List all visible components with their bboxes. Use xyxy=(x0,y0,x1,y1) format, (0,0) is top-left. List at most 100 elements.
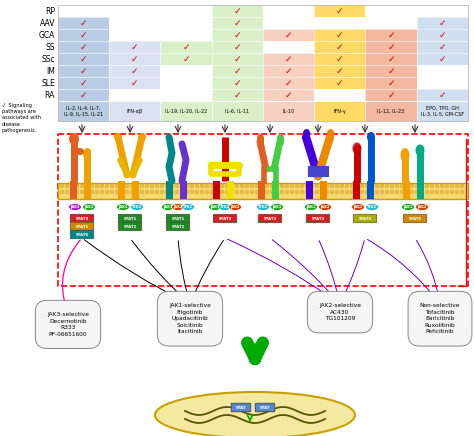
Circle shape xyxy=(400,184,404,188)
Text: ✓: ✓ xyxy=(131,78,138,88)
Text: RP: RP xyxy=(45,7,55,16)
Circle shape xyxy=(205,184,209,188)
FancyBboxPatch shape xyxy=(118,222,142,231)
Text: STAT1: STAT1 xyxy=(123,217,137,221)
Text: IFN-αβ: IFN-αβ xyxy=(127,109,143,113)
Circle shape xyxy=(375,184,379,188)
Circle shape xyxy=(175,184,179,188)
Circle shape xyxy=(70,184,74,188)
Text: ✓: ✓ xyxy=(387,42,395,51)
Circle shape xyxy=(170,184,174,188)
Circle shape xyxy=(175,190,179,194)
Circle shape xyxy=(120,190,124,194)
Circle shape xyxy=(150,184,154,188)
Text: STAT3: STAT3 xyxy=(311,217,325,221)
Text: TYK2: TYK2 xyxy=(367,205,377,209)
Ellipse shape xyxy=(69,204,82,211)
Circle shape xyxy=(130,184,134,188)
Circle shape xyxy=(220,184,224,188)
Circle shape xyxy=(245,190,249,194)
Circle shape xyxy=(345,190,349,194)
Circle shape xyxy=(390,190,394,194)
Circle shape xyxy=(350,190,354,194)
Circle shape xyxy=(310,190,314,194)
Circle shape xyxy=(360,190,364,194)
Text: JAK2: JAK2 xyxy=(418,205,427,209)
Text: ✓: ✓ xyxy=(387,31,395,40)
Circle shape xyxy=(75,184,79,188)
Text: ✓: ✓ xyxy=(387,78,395,88)
Circle shape xyxy=(60,184,64,188)
Circle shape xyxy=(385,190,389,194)
Circle shape xyxy=(80,190,84,194)
FancyBboxPatch shape xyxy=(255,403,275,412)
Text: STAT5: STAT5 xyxy=(409,217,421,221)
Circle shape xyxy=(235,184,239,188)
Circle shape xyxy=(345,184,349,188)
Text: ✓: ✓ xyxy=(80,78,87,88)
Circle shape xyxy=(85,184,89,188)
Circle shape xyxy=(415,184,419,188)
Circle shape xyxy=(290,190,294,194)
Text: ✓: ✓ xyxy=(234,78,241,88)
Text: ✓: ✓ xyxy=(131,54,138,64)
Text: ✓: ✓ xyxy=(80,31,87,40)
Circle shape xyxy=(100,190,104,194)
Text: IL-19, IL-20, IL-22: IL-19, IL-20, IL-22 xyxy=(165,109,207,113)
Circle shape xyxy=(215,190,219,194)
Bar xyxy=(161,101,212,121)
Text: ✓: ✓ xyxy=(387,91,395,99)
Circle shape xyxy=(280,190,284,194)
Circle shape xyxy=(300,184,304,188)
FancyBboxPatch shape xyxy=(118,214,142,223)
Circle shape xyxy=(325,184,329,188)
Text: Non-selective
Tofacitinib
Baricitinib
Ruxolitinib
Peficitinib: Non-selective Tofacitinib Baricitinib Ru… xyxy=(420,303,460,334)
Text: EPO, TPO, GH
IL-3, IL-5, GM-CSF: EPO, TPO, GH IL-3, IL-5, GM-CSF xyxy=(421,106,464,116)
Bar xyxy=(417,101,468,121)
Circle shape xyxy=(230,190,234,194)
Circle shape xyxy=(305,184,309,188)
Circle shape xyxy=(195,184,199,188)
Text: ✓: ✓ xyxy=(182,42,190,51)
Bar xyxy=(58,101,109,121)
Circle shape xyxy=(215,184,219,188)
FancyBboxPatch shape xyxy=(70,230,94,239)
FancyBboxPatch shape xyxy=(258,214,282,223)
Circle shape xyxy=(110,190,114,194)
Circle shape xyxy=(155,190,159,194)
Circle shape xyxy=(95,190,99,194)
Text: ✓: ✓ xyxy=(336,7,344,16)
Circle shape xyxy=(70,190,74,194)
Bar xyxy=(213,181,220,199)
Circle shape xyxy=(210,190,214,194)
Circle shape xyxy=(405,184,409,188)
Ellipse shape xyxy=(256,204,270,211)
Bar xyxy=(58,5,468,121)
Bar xyxy=(58,134,468,286)
Circle shape xyxy=(125,190,129,194)
Text: ✓: ✓ xyxy=(336,78,344,88)
Circle shape xyxy=(270,184,274,188)
Text: ✓: ✓ xyxy=(438,18,446,27)
Circle shape xyxy=(150,190,154,194)
Bar xyxy=(58,17,109,101)
Ellipse shape xyxy=(367,132,375,142)
Text: JAK3: JAK3 xyxy=(70,205,80,209)
Circle shape xyxy=(380,190,384,194)
Circle shape xyxy=(405,190,409,194)
Circle shape xyxy=(340,184,344,188)
Text: STAT1: STAT1 xyxy=(172,217,185,221)
Text: ✓: ✓ xyxy=(387,67,395,75)
Ellipse shape xyxy=(172,204,184,211)
Bar xyxy=(263,101,314,121)
Circle shape xyxy=(385,184,389,188)
Circle shape xyxy=(190,190,194,194)
Bar xyxy=(109,101,161,121)
Ellipse shape xyxy=(228,204,241,211)
Text: JAK2: JAK2 xyxy=(230,205,240,209)
Circle shape xyxy=(75,190,79,194)
Circle shape xyxy=(250,190,254,194)
Bar xyxy=(58,183,468,199)
Text: √  Signaling
pathways are
associated with
disease
pathogenesis.: √ Signaling pathways are associated with… xyxy=(2,103,41,133)
Circle shape xyxy=(180,184,184,188)
